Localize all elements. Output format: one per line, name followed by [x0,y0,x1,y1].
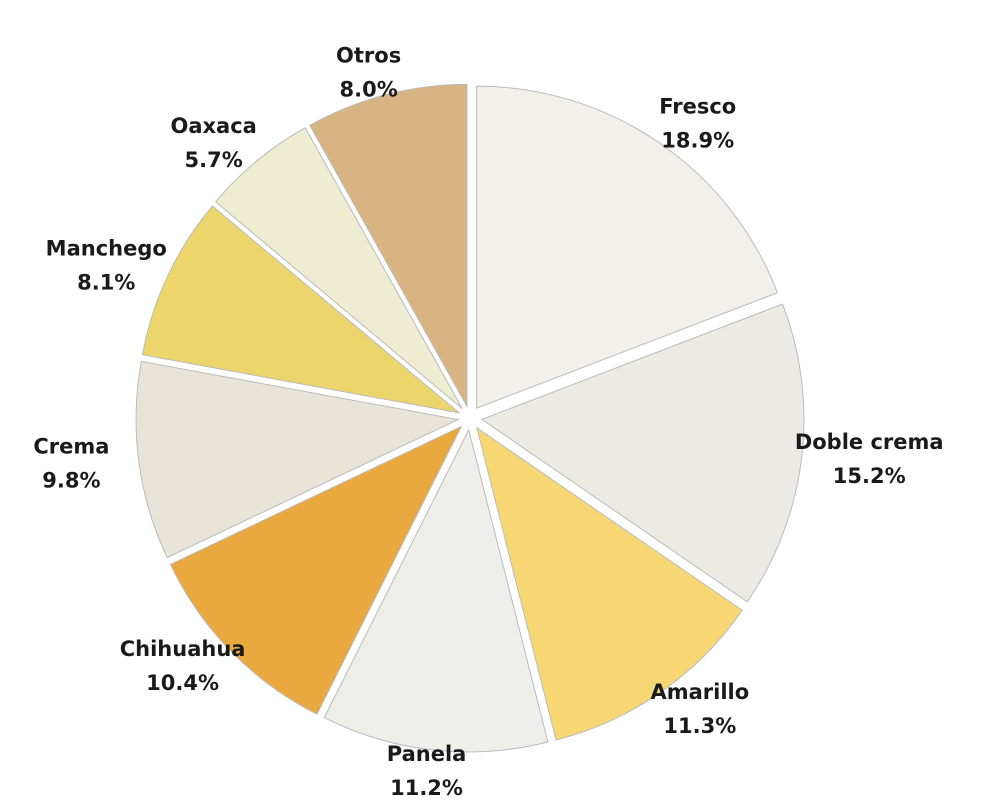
slice-label: Otros [336,44,401,68]
slice-label: Chihuahua [120,637,246,661]
slice-label: Oaxaca [170,114,256,138]
slice-label: Doble crema [795,430,944,454]
slice-label: Crema [33,434,109,458]
slice-value-label: 11.2% [390,776,463,800]
slice-value-label: 11.3% [663,714,736,738]
slice-value-label: 10.4% [146,671,219,695]
slice-value-label: 18.9% [661,129,734,153]
pie-slice [476,85,779,409]
slice-value-label: 8.0% [340,78,398,102]
slice-value-label: 5.7% [185,148,243,172]
pie-slice [476,426,743,741]
slice-label: Amarillo [650,680,749,704]
pie-slice [135,360,460,559]
slice-label: Manchego [46,236,167,260]
slice-label: Panela [387,742,467,766]
slice-value-label: 8.1% [77,270,135,294]
pie-slice [214,127,463,410]
slice-label: Fresco [659,95,736,119]
slice-value-label: 15.2% [833,464,906,488]
slice-value-label: 9.8% [42,468,100,492]
pie-slice [169,425,463,715]
pie-slice [323,428,549,753]
pie-slice [309,83,468,409]
pie-slice [480,303,805,603]
pie-slice [141,205,461,414]
